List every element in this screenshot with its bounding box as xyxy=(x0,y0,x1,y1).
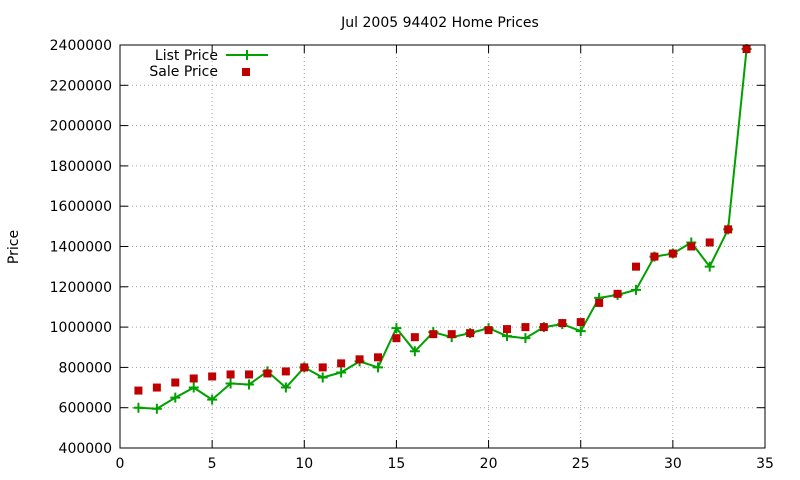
plot-frame xyxy=(119,44,766,449)
x-tick-label: 35 xyxy=(756,456,774,472)
sale-price-point xyxy=(447,330,456,339)
sale-price-point xyxy=(189,374,198,383)
list-price-point xyxy=(188,382,199,393)
sale-price-point xyxy=(484,326,493,335)
x-tick-label: 0 xyxy=(116,456,125,472)
legend-marker-list-price xyxy=(242,50,252,60)
x-tick-label: 5 xyxy=(208,456,217,472)
x-tick-label: 30 xyxy=(664,456,682,472)
y-tick-label: 2000000 xyxy=(50,119,112,135)
list-price-point xyxy=(575,326,586,337)
chart-title: Jul 2005 94402 Home Prices xyxy=(340,15,539,31)
list-price-point xyxy=(391,323,402,334)
sale-price-point xyxy=(613,289,622,298)
sale-price-point xyxy=(208,372,217,381)
list-price-point xyxy=(317,372,328,383)
sale-price-point xyxy=(466,329,475,338)
legend-marker-sale-price xyxy=(242,68,250,76)
sale-price-point xyxy=(374,353,382,362)
list-price-point xyxy=(151,403,162,414)
sale-price-point xyxy=(632,262,640,271)
sale-price-point xyxy=(668,249,677,258)
series-line-list-price xyxy=(138,48,748,410)
y-tick-label: 1400000 xyxy=(50,240,112,256)
y-tick-label: 1600000 xyxy=(50,199,112,215)
list-price-point xyxy=(280,382,291,393)
y-tick-label: 800000 xyxy=(59,360,112,376)
y-tick-label: 600000 xyxy=(59,401,112,417)
list-price-point xyxy=(244,379,254,390)
sale-price-point xyxy=(539,323,548,332)
x-tick-label: 25 xyxy=(572,456,590,472)
sale-price-point xyxy=(134,386,143,395)
grid xyxy=(120,45,765,448)
x-tick-label: 15 xyxy=(388,456,406,472)
list-price-point xyxy=(207,394,218,405)
y-axis-label: Price xyxy=(6,230,22,264)
sale-price-point xyxy=(392,334,401,343)
sale-price-point xyxy=(687,242,696,251)
sale-price-point xyxy=(705,238,714,247)
y-tick-label: 1000000 xyxy=(50,320,112,336)
y-tick-label: 2400000 xyxy=(50,38,112,54)
y-tick-label: 400000 xyxy=(59,441,112,457)
sale-price-point xyxy=(355,355,364,364)
sale-price-point xyxy=(742,45,751,54)
sale-price-point xyxy=(281,367,290,376)
sale-price-point xyxy=(521,323,530,332)
sale-price-point xyxy=(650,252,659,261)
x-tick-label: 20 xyxy=(480,456,498,472)
axis-ticks: 400000 600000 800000 1000000 1200000 1400000 1… xyxy=(50,38,774,472)
list-price-point xyxy=(133,402,144,413)
sale-price-point xyxy=(245,370,253,379)
sale-price-point xyxy=(429,330,438,339)
y-tick-label: 1200000 xyxy=(50,280,112,296)
y-tick-label: 2200000 xyxy=(50,78,112,94)
sale-price-point xyxy=(300,363,309,372)
legend-label-sale-price: Sale Price xyxy=(149,64,218,80)
list-price-point xyxy=(373,362,383,373)
list-price-point xyxy=(225,378,236,389)
sale-price-point xyxy=(558,319,567,328)
sale-price-point xyxy=(410,333,419,342)
sale-price-point xyxy=(595,298,604,307)
list-price-point xyxy=(704,261,715,272)
sale-price-point xyxy=(152,383,161,392)
list-price-point xyxy=(170,392,181,403)
series-layer xyxy=(133,44,752,414)
list-price-point xyxy=(409,346,420,357)
sale-price-point xyxy=(503,325,511,334)
sale-price-point xyxy=(318,363,327,372)
legend-label-list-price: List Price xyxy=(155,48,218,64)
list-price-point xyxy=(336,367,347,378)
sale-price-point xyxy=(576,318,585,327)
sale-price-point xyxy=(724,225,733,234)
list-price-point xyxy=(520,333,531,344)
sale-price-point xyxy=(226,370,235,379)
x-tick-label: 10 xyxy=(295,456,313,472)
sale-price-point xyxy=(337,359,346,368)
sale-price-point xyxy=(171,378,180,387)
y-tick-label: 1800000 xyxy=(50,159,112,175)
list-price-point xyxy=(631,284,641,295)
sale-price-point xyxy=(263,369,272,378)
